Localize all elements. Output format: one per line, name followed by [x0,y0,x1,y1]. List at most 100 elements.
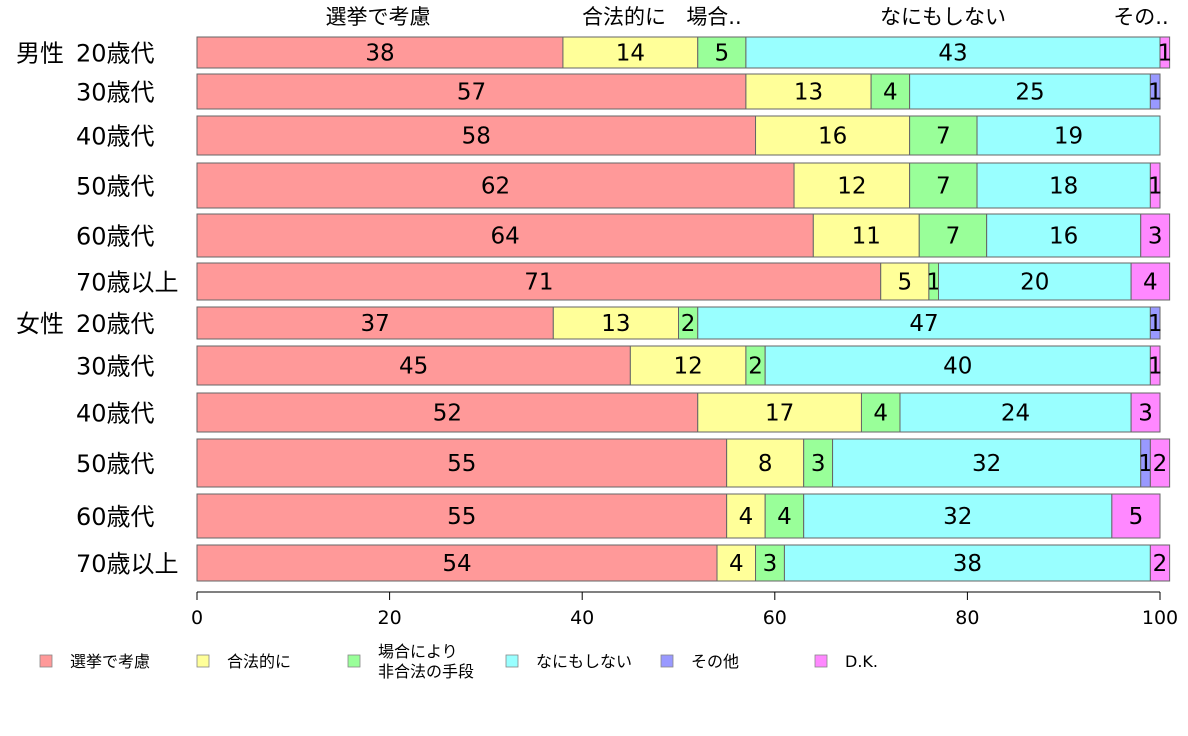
bar-segment [860,392,901,433]
data-label: 32 [972,451,1001,477]
bar-segment [196,36,564,69]
bar-segment [1149,73,1161,110]
bar-segment [870,73,911,110]
data-label: 13 [601,311,630,337]
category-label: 70歳以上 [76,269,179,297]
bar-segment [726,438,805,488]
x-tick-label: 40 [570,607,594,629]
x-tick-label: 100 [1142,607,1178,629]
bar-segment [909,115,978,156]
bar-segment [1130,262,1171,301]
category-label: 70歳以上 [76,550,179,578]
bar-segment [1159,36,1171,69]
bar-segment [783,544,1151,582]
bar-segment [803,493,1113,539]
bar-segment [1149,162,1161,209]
column-header: 場合.. [686,5,741,29]
data-label: 4 [729,551,744,577]
data-label: 52 [433,401,462,427]
legend-swatch [196,654,210,668]
data-label: 14 [616,41,645,67]
data-label: 1 [1148,354,1163,380]
data-label: 40 [943,354,972,380]
data-label: 4 [1143,270,1158,296]
bar-segment [196,162,795,209]
category-label: 60歳代 [76,223,155,251]
data-label: 3 [763,551,778,577]
data-label: 16 [818,124,847,150]
column-header: 選挙で考慮 [326,5,431,29]
legend-swatch [347,654,361,668]
data-label: 16 [1049,224,1078,250]
legend-swatch [39,654,53,668]
data-label: 4 [777,504,792,530]
data-label: 13 [794,80,823,106]
bar-segment [909,162,978,209]
data-label: 4 [873,401,888,427]
data-label: 3 [811,451,826,477]
group-label: 男性 [16,40,64,68]
data-label: 3 [1138,401,1153,427]
group-label: 女性 [16,310,64,338]
data-label: 1 [1148,174,1163,200]
data-label: 2 [1153,551,1168,577]
bar-segment [976,162,1151,209]
bar-segment [1149,345,1161,386]
legend-label: 場合により [378,642,458,661]
data-label: 47 [909,311,938,337]
legend-swatch [660,654,674,668]
bar-segment [812,213,920,258]
data-label: 32 [943,504,972,530]
data-label: 55 [447,451,476,477]
bar-segment [1140,213,1171,258]
bar-segment [938,262,1132,301]
legend-label: 合法的に [227,652,291,671]
bar-segment [196,438,728,488]
data-label: 55 [447,504,476,530]
bar-segment [976,115,1161,156]
data-label: 43 [938,41,967,67]
data-label: 58 [462,124,491,150]
bar-segment [196,493,728,539]
legend-label: その他 [691,652,739,671]
bar-segment [196,213,814,258]
data-label: 11 [852,224,881,250]
legend-label: 非合法の手段 [378,662,474,681]
data-label: 12 [673,354,702,380]
category-label: 50歳代 [76,450,155,478]
bar-segment [1149,544,1171,582]
data-label: 38 [953,551,982,577]
data-label: 7 [946,224,961,250]
bar-segment [196,115,757,156]
bar-segment [196,306,554,340]
data-label: 20 [1020,270,1049,296]
bar-segment [716,544,757,582]
legend-swatch [505,654,519,668]
data-label: 3 [1148,224,1163,250]
bar-segment [880,262,930,301]
data-label: 2 [681,311,696,337]
data-label: 62 [481,174,510,200]
data-label: 64 [491,224,520,250]
category-label: 20歳代 [76,310,155,338]
bar-segment [832,438,1142,488]
bar-segment [755,544,785,582]
x-tick-label: 0 [191,607,203,629]
data-label: 54 [442,551,471,577]
bar-segment [196,544,718,582]
data-label: 7 [936,124,951,150]
data-label: 2 [748,354,763,380]
data-label: 57 [457,80,486,106]
category-label: 30歳代 [76,353,155,381]
category-label: 30歳代 [76,79,155,107]
bar-segment [697,36,747,69]
bar-segment [899,392,1132,433]
legend-label: なにもしない [536,652,632,671]
category-label: 60歳代 [76,503,155,531]
legend-label: 選挙で考慮 [70,652,150,671]
bar-segment [745,73,872,110]
data-label: 71 [524,270,553,296]
bar-segment [552,306,679,340]
bar-segment [764,493,805,539]
